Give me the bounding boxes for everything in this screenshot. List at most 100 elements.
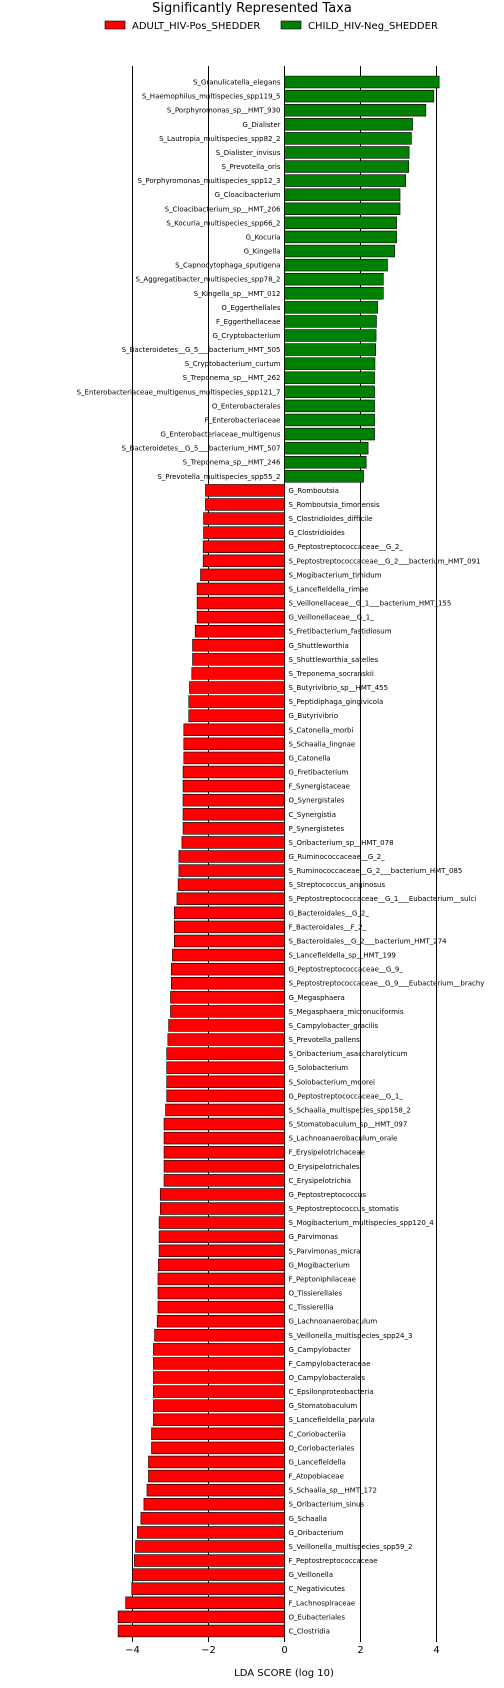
bar-label: S_Oribacterium_asaccharolyticum (289, 1050, 408, 1058)
bar (284, 329, 377, 342)
bar (284, 258, 388, 272)
bar-label: S_Lancefieldella_rimae (289, 585, 369, 593)
bar (196, 582, 285, 596)
bar (284, 343, 376, 356)
bar-label: G_Megasphaera (289, 994, 345, 1002)
bar (151, 1427, 285, 1441)
bar-label: G_Dialister (242, 121, 280, 129)
bar (284, 146, 410, 159)
bar-label: G_Peptostreptococcus (289, 1191, 367, 1199)
bar (284, 230, 397, 244)
bar (181, 836, 285, 849)
bar (284, 272, 384, 286)
bar (284, 244, 395, 258)
bar-label: S_Kocuria_multispecies_spp66_2 (166, 219, 280, 227)
bar (188, 695, 285, 708)
bar (284, 89, 435, 103)
bar (170, 991, 285, 1004)
bar (125, 1596, 285, 1610)
bar-label: S_Treponema_sp__HMT_262 (183, 374, 281, 382)
bar (183, 751, 285, 765)
bar-label: C_Synergistia (289, 811, 337, 819)
bar-label: S_Peptostreptococcus_stomatis (289, 1205, 399, 1213)
bar-label: G_Cryptobacterium (212, 332, 280, 340)
bar (191, 667, 285, 680)
bar (284, 315, 377, 328)
bar-label: F_Campylobacteraceae (289, 1360, 371, 1368)
bar (166, 1089, 285, 1103)
bar (134, 1554, 285, 1567)
bar-label: F_Synergistaceae (289, 783, 350, 791)
bar (170, 962, 285, 976)
bar (153, 1385, 285, 1398)
bar (284, 132, 412, 145)
bar-label: F_Lachnospiraceae (289, 1599, 356, 1607)
chart-title: Significantly Represented Taxa (152, 1, 352, 16)
bar (182, 779, 285, 793)
bar-label: S_Treponema_sp__HMT_246 (183, 459, 281, 467)
bar (188, 709, 285, 722)
x-axis: −4 −2 0 2 4 (125, 1638, 440, 1656)
bar (284, 287, 384, 300)
bar (154, 1329, 285, 1342)
bar (153, 1399, 285, 1412)
bar (137, 1526, 285, 1539)
bar-label: S_Aggregatibacter_multispecies_spp78_2 (135, 276, 280, 284)
x-tick-label: 0 (281, 1645, 287, 1656)
bar-label: S_Porphyromonas_multispecies_spp12_3 (137, 177, 280, 185)
bar (143, 1498, 285, 1511)
bar-label: S_Stomatobaculum_sp__HMT_097 (289, 1121, 408, 1129)
bar (174, 934, 285, 948)
bar-label: G_Enterobacteriaceae_multigenus (161, 431, 281, 439)
bar-label: S_Catonella_morbi (289, 726, 354, 734)
bar-label: S_Megasphaera_micronuciformis (289, 1008, 404, 1016)
bar-label: S_Prevotella_oris (222, 163, 281, 171)
bar-label: G_Veillonella (289, 1571, 334, 1579)
bar-label: O_Enterobacterales (212, 402, 281, 410)
bar-label: G_Kingella (244, 248, 281, 256)
bar (151, 1441, 285, 1455)
bar-label: G_Peptostreptococcaceae__G_9_ (289, 966, 404, 974)
x-tick-label: 2 (357, 1645, 363, 1656)
bar-label: G_Lachnoanaerobaculum (289, 1318, 378, 1326)
bar (284, 357, 376, 370)
bar-label: F_Atopobiaceae (289, 1473, 344, 1481)
bar-label: G_Schaalia (289, 1515, 327, 1523)
bar-label: F_Eggerthellaceae (216, 318, 280, 326)
bar-label: G_Butyrivibrio (289, 712, 339, 720)
bar-label: S_Shuttleworthia_satelles (289, 656, 379, 664)
bar (174, 906, 285, 920)
bar (182, 808, 285, 821)
bar (153, 1413, 285, 1426)
bar (172, 948, 285, 962)
bar (167, 1033, 285, 1046)
bar (166, 1061, 285, 1074)
bar (284, 371, 375, 384)
bar-label: G_Veillonellaceae__G_1_ (289, 614, 375, 622)
bar-label: S_Schaalia_lingnae (289, 740, 356, 748)
bar-label: G_Peptostreptococcaceae__G_1_ (289, 1092, 404, 1100)
bar (158, 1258, 285, 1272)
bar-label: F_Peptoniphilaceae (289, 1275, 356, 1283)
bar (182, 793, 285, 807)
bar-label: G_Clostridioides (289, 529, 346, 537)
bar-label: G_Parvimonas (289, 1233, 339, 1241)
bar-label: G_Ruminococcaceae__G_2_ (289, 853, 386, 861)
legend: ADULT_HIV-Pos_SHEDDER CHILD_HIV-Neg_SHED… (104, 20, 438, 32)
bar-label: S_Dialister_invisus (216, 149, 281, 157)
bar (117, 1624, 285, 1638)
bar-label: S_Lautropia_multispecies_spp82_2 (159, 135, 280, 143)
bar-group (117, 75, 440, 1638)
bar-label: S_Mogibacterium_timidum (289, 571, 382, 579)
bar-label: S_Capnocytophaga_sputigena (175, 262, 280, 270)
bar (157, 1272, 285, 1286)
bar (163, 1131, 285, 1145)
bar (200, 568, 285, 582)
bar-label: O_Campylobacterales (289, 1374, 366, 1382)
bar-label: S_Cryptobacterium_curtum (185, 360, 281, 368)
bar (183, 723, 285, 736)
bar (159, 1202, 285, 1215)
bar (165, 1103, 285, 1117)
bar (203, 512, 285, 525)
